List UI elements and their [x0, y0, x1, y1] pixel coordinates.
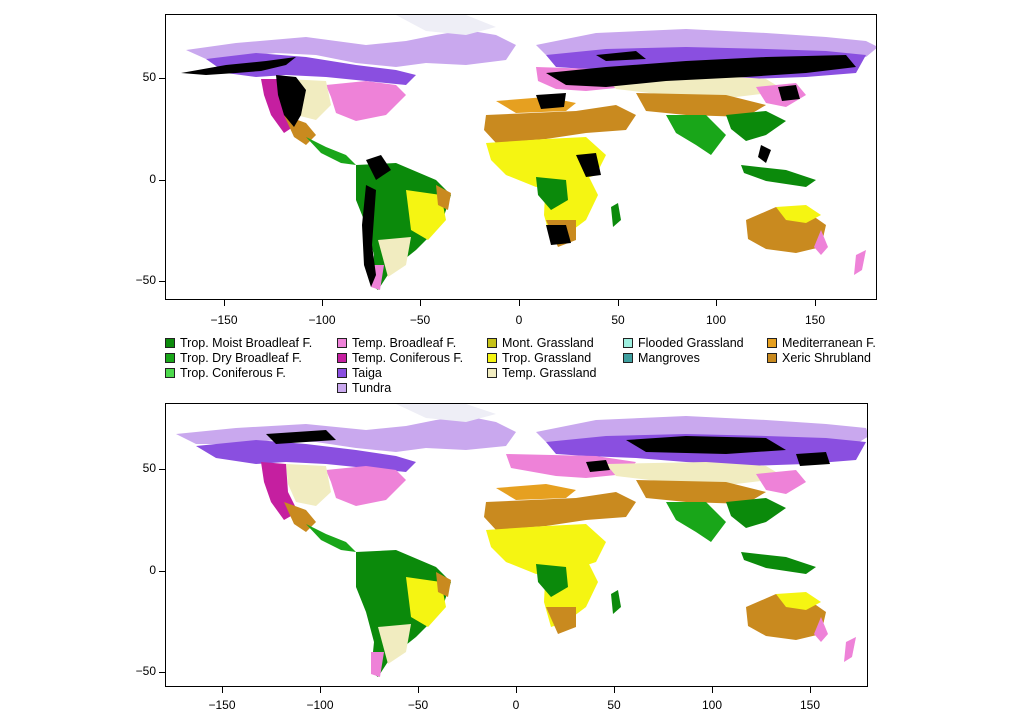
legend-item: Xeric Shrubland: [767, 351, 871, 365]
legend-item: Trop. Grassland: [487, 351, 591, 365]
bottom-ytick-mark: [159, 469, 165, 470]
top-xtick-mark: [519, 300, 520, 306]
legend-item: Flooded Grassland: [623, 336, 744, 350]
biome-legend: Trop. Moist Broadleaf F. Trop. Dry Broad…: [165, 336, 885, 396]
top-xtick-mark: [420, 300, 421, 306]
top-xtick-mark: [618, 300, 619, 306]
legend-label: Mont. Grassland: [502, 336, 594, 350]
occurrence-points: [181, 51, 856, 287]
top-xtick-50: 50: [611, 313, 625, 327]
top-ytick-mark: [159, 180, 165, 181]
bottom-ytick-neg50: −50: [135, 664, 156, 678]
top-ytick-neg50: −50: [135, 273, 156, 287]
legend-swatch: [337, 353, 347, 363]
top-xtick-0: 0: [515, 313, 523, 327]
legend-item: Trop. Dry Broadleaf F.: [165, 351, 302, 365]
bottom-ytick-50: 50: [142, 461, 156, 475]
legend-item: Taiga: [337, 366, 382, 380]
bottom-xtick-neg150: −150: [208, 698, 236, 712]
legend-label: Temp. Coniferous F.: [352, 351, 464, 365]
legend-swatch: [165, 338, 175, 348]
top-xtick-mark: [322, 300, 323, 306]
bottom-xtick-mark: [712, 687, 713, 693]
legend-swatch: [165, 353, 175, 363]
legend-item: Mont. Grassland: [487, 336, 594, 350]
bottom-xtick-100: 100: [701, 698, 723, 712]
legend-label: Trop. Moist Broadleaf F.: [180, 336, 313, 350]
legend-label: Temp. Grassland: [502, 366, 597, 380]
legend-swatch: [487, 353, 497, 363]
legend-swatch: [623, 338, 633, 348]
legend-swatch: [165, 368, 175, 378]
legend-swatch: [337, 383, 347, 393]
legend-label: Mangroves: [638, 351, 700, 365]
legend-item: Temp. Grassland: [487, 366, 596, 380]
legend-item: Trop. Moist Broadleaf F.: [165, 336, 312, 350]
legend-swatch: [767, 353, 777, 363]
bottom-xtick-neg50: −50: [407, 698, 429, 712]
top-ytick-mark: [159, 78, 165, 79]
bottom-xtick-mark: [614, 687, 615, 693]
legend-label: Tundra: [352, 381, 392, 395]
bottom-xtick-0: 0: [512, 698, 520, 712]
occurrence-points: [266, 430, 830, 472]
legend-item: Temp. Broadleaf F.: [337, 336, 456, 350]
bottom-xtick-neg100: −100: [306, 698, 334, 712]
legend-label: Temp. Broadleaf F.: [352, 336, 457, 350]
legend-swatch: [487, 338, 497, 348]
bottom-xtick-mark: [516, 687, 517, 693]
legend-label: Taiga: [352, 366, 382, 380]
legend-label: Trop. Coniferous F.: [180, 366, 286, 380]
bottom-ytick-0: 0: [149, 563, 156, 577]
bottom-xtick-mark: [418, 687, 419, 693]
bottom-ytick-mark: [159, 672, 165, 673]
legend-label: Trop. Dry Broadleaf F.: [180, 351, 302, 365]
bottom-map-canvas: [176, 404, 867, 677]
bottom-xtick-mark: [810, 687, 811, 693]
bottom-xtick-mark: [222, 687, 223, 693]
legend-item: Mangroves: [623, 351, 700, 365]
top-map-canvas: [181, 15, 876, 290]
legend-item: Temp. Coniferous F.: [337, 351, 463, 365]
top-xtick-100: 100: [705, 313, 727, 327]
top-xtick-mark: [224, 300, 225, 306]
bottom-xtick-50: 50: [607, 698, 621, 712]
top-xtick-neg100: −100: [308, 313, 336, 327]
top-xtick-150: 150: [804, 313, 826, 327]
legend-swatch: [623, 353, 633, 363]
bottom-ytick-mark: [159, 571, 165, 572]
top-xtick-neg50: −50: [409, 313, 431, 327]
legend-swatch: [337, 368, 347, 378]
top-xtick-mark: [815, 300, 816, 306]
bottom-xtick-mark: [320, 687, 321, 693]
legend-item: Trop. Coniferous F.: [165, 366, 286, 380]
bottom-map-panel: [165, 403, 868, 687]
legend-item: Mediterranean F.: [767, 336, 876, 350]
top-map-panel: [165, 14, 877, 300]
bottom-xtick-150: 150: [799, 698, 821, 712]
top-ytick-mark: [159, 281, 165, 282]
top-xtick-mark: [716, 300, 717, 306]
legend-swatch: [767, 338, 777, 348]
legend-swatch: [487, 368, 497, 378]
top-ytick-50: 50: [142, 70, 156, 84]
legend-label: Xeric Shrubland: [782, 351, 871, 365]
top-ytick-0: 0: [149, 172, 156, 186]
top-xtick-neg150: −150: [210, 313, 238, 327]
legend-label: Flooded Grassland: [638, 336, 744, 350]
legend-label: Trop. Grassland: [502, 351, 592, 365]
legend-item: Tundra: [337, 381, 391, 395]
legend-label: Mediterranean F.: [782, 336, 876, 350]
legend-swatch: [337, 338, 347, 348]
